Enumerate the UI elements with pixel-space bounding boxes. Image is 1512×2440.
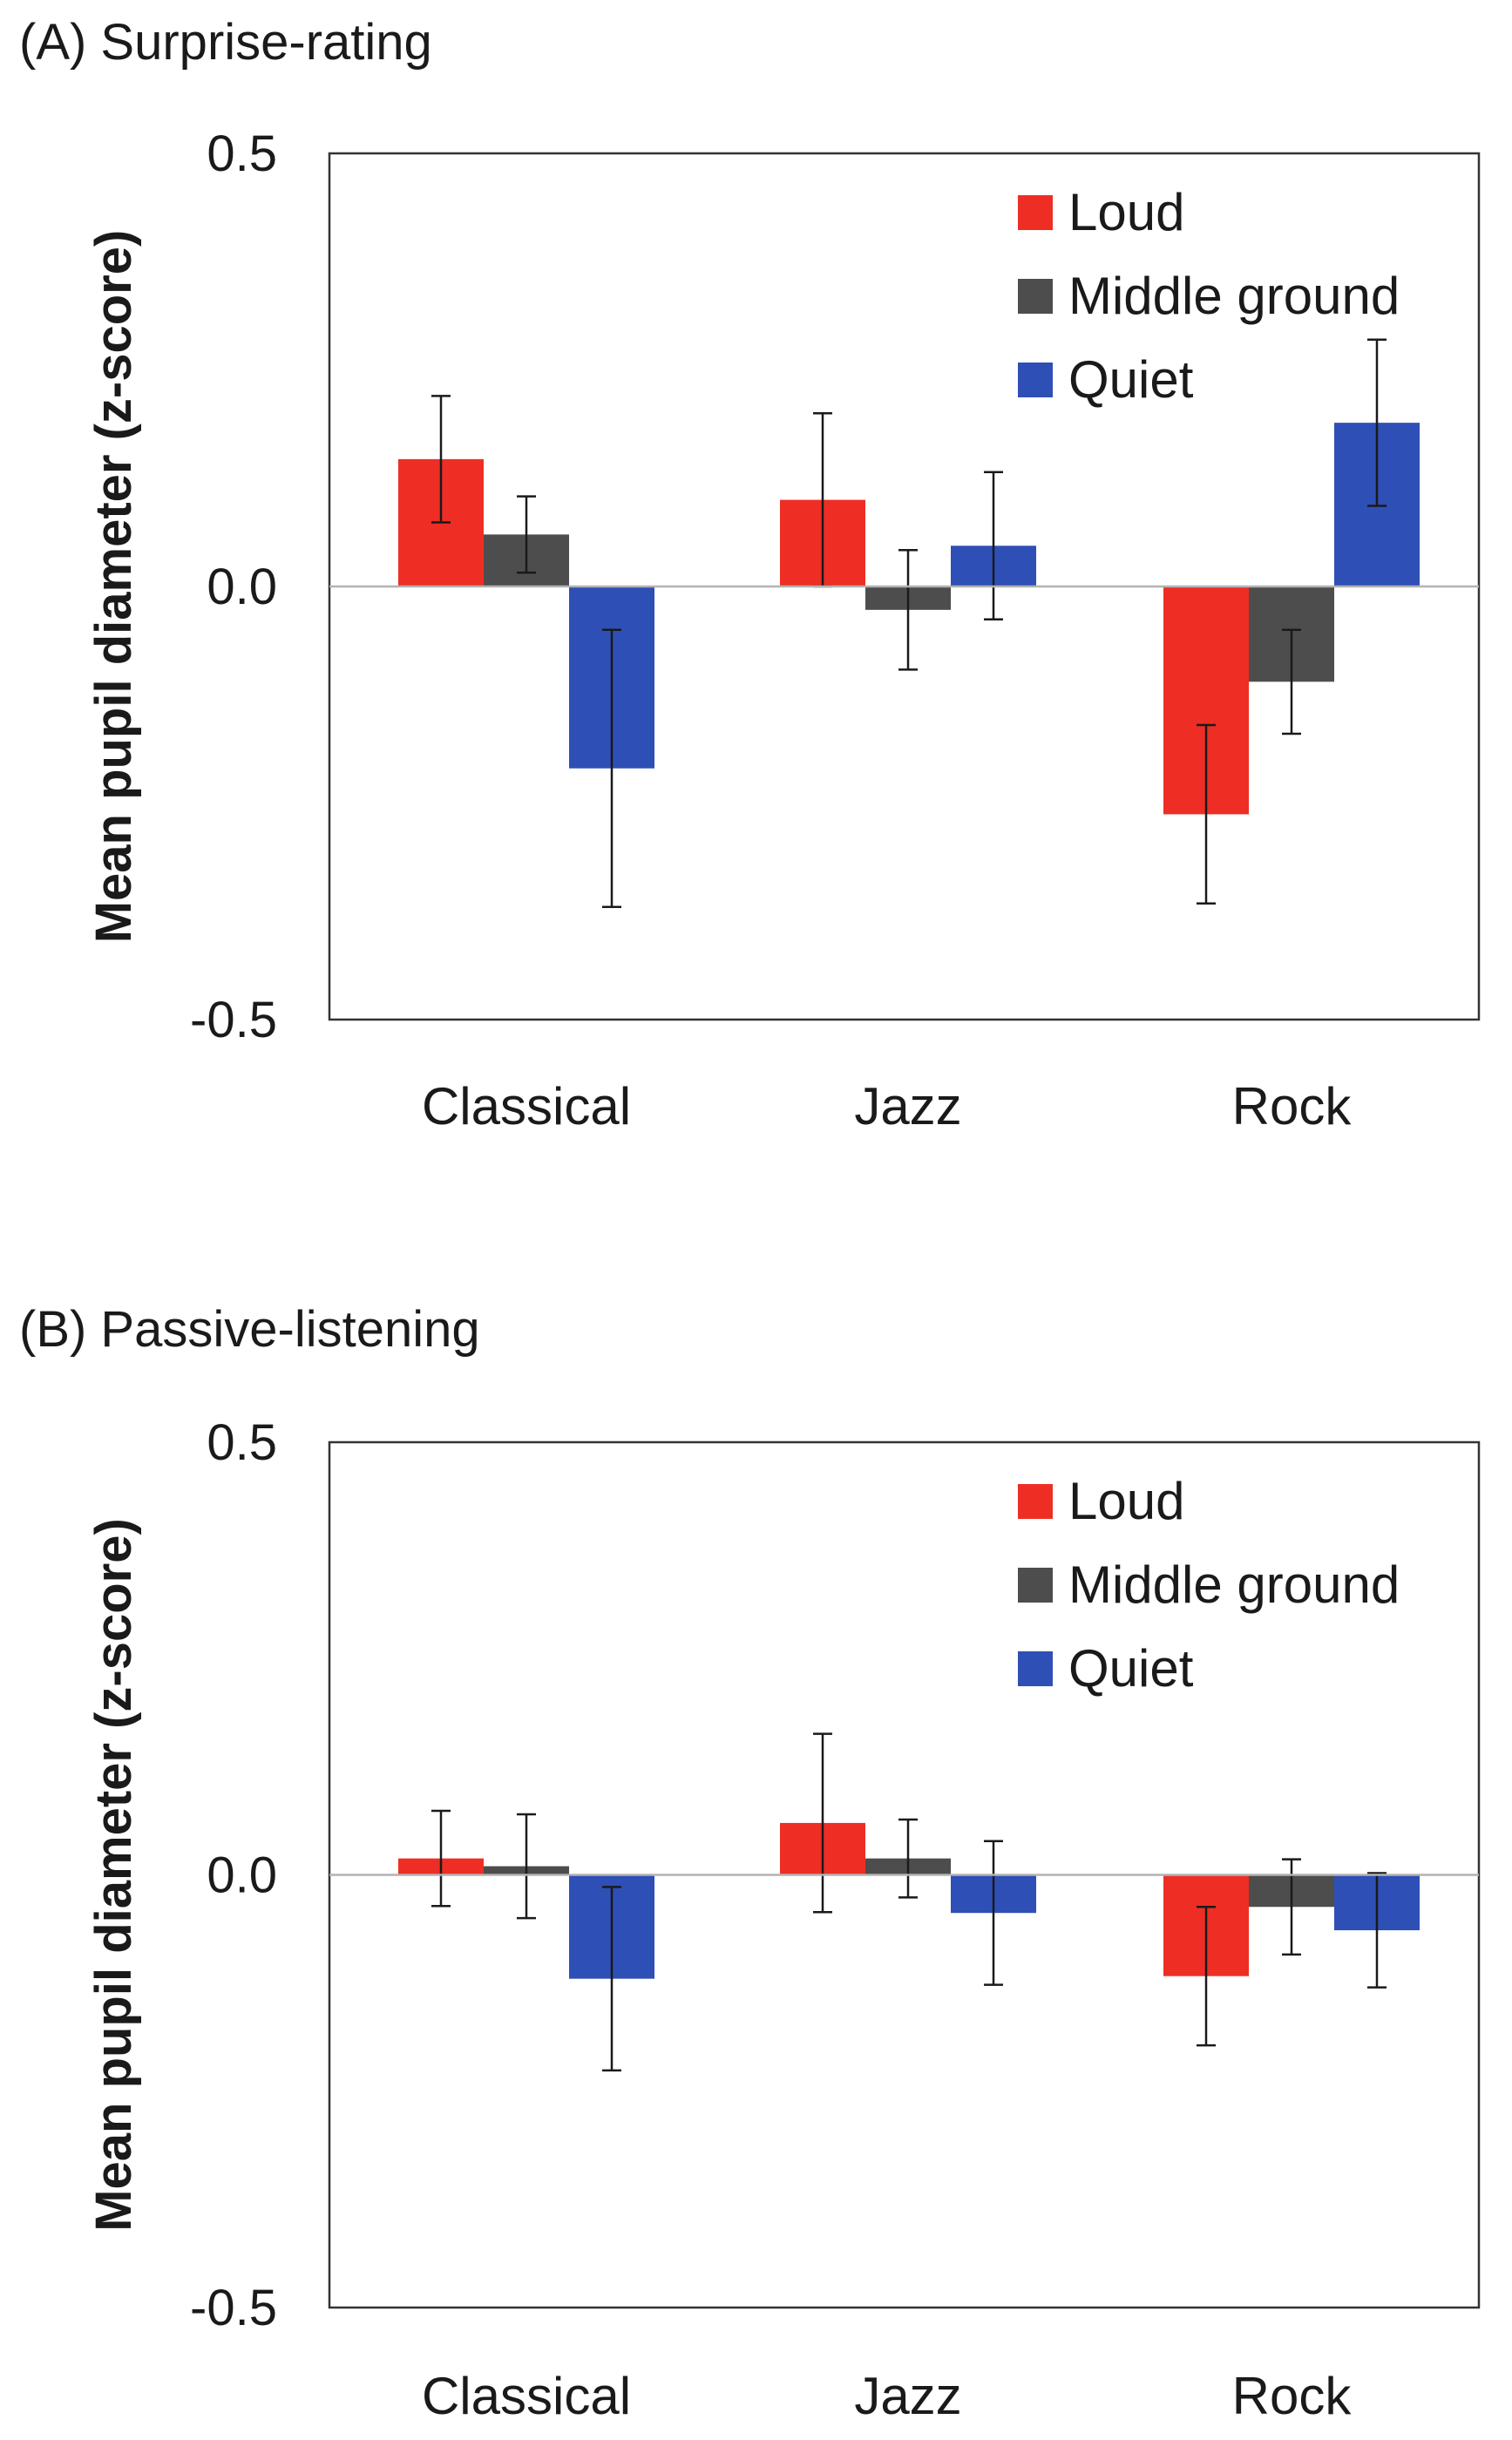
legend-label: Loud [1068, 1472, 1184, 1530]
legend-swatch [1018, 195, 1053, 230]
x-tick-label: Classical [422, 1077, 631, 1135]
x-tick-label: Rock [1232, 2367, 1353, 2425]
y-tick-label: 0.5 [207, 125, 277, 182]
panel-title: (A) Surprise-rating [19, 14, 432, 71]
legend-swatch [1018, 1568, 1053, 1603]
y-tick-label: 0.5 [207, 1414, 277, 1471]
legend-swatch [1018, 279, 1053, 314]
y-tick-label: 0.0 [207, 559, 277, 615]
legend-label: Middle ground [1068, 1556, 1400, 1614]
legend-swatch [1018, 1484, 1053, 1519]
x-tick-label: Classical [422, 2367, 631, 2425]
legend-label: Quiet [1068, 350, 1194, 409]
y-axis-label: Mean pupil diameter (z-score) [85, 230, 142, 944]
y-tick-label: -0.5 [190, 992, 277, 1048]
y-axis-label: Mean pupil diameter (z-score) [85, 1518, 142, 2232]
y-tick-label: 0.0 [207, 1847, 277, 1904]
panel-passive-listening: (B) Passive-listening 0.5 0.0 -0.5 Mean pupi… [19, 1301, 1481, 2425]
x-tick-label: Jazz [854, 2367, 961, 2425]
panel-surprise-rating: (A) Surprise-rating 0.5 0.0 -0.5 Mean pupil … [19, 14, 1481, 1135]
legend-swatch [1018, 363, 1053, 397]
panel-title: (B) Passive-listening [19, 1301, 480, 1358]
legend-label: Loud [1068, 183, 1184, 241]
x-tick-label: Jazz [854, 1077, 961, 1135]
x-tick-label: Rock [1232, 1077, 1353, 1135]
legend-swatch [1018, 1651, 1053, 1686]
y-tick-label: -0.5 [190, 2280, 277, 2336]
legend-label: Quiet [1068, 1639, 1194, 1698]
legend-label: Middle ground [1068, 267, 1400, 325]
